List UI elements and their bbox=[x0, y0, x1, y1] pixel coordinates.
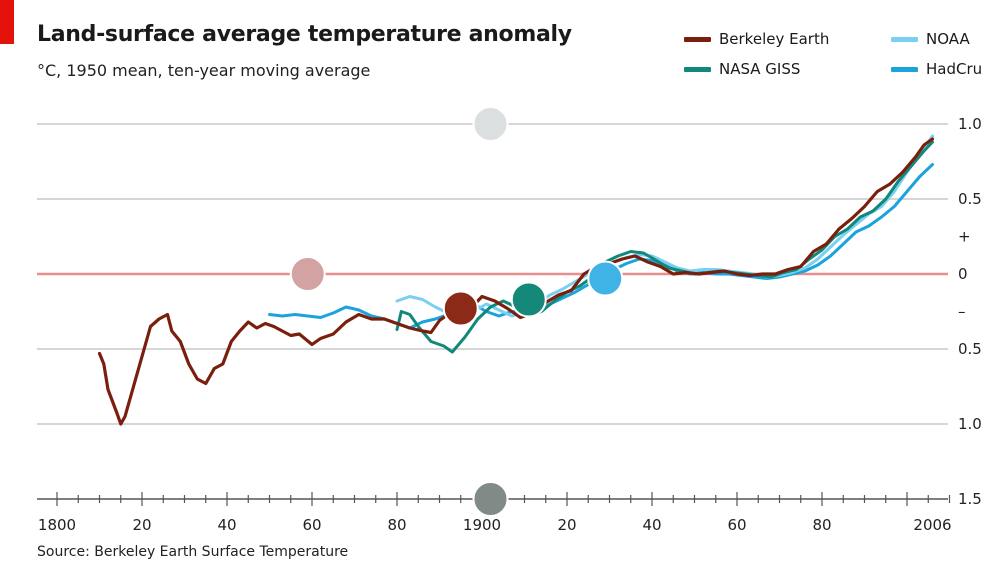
legend-label-nasa: NASA GISS bbox=[719, 60, 801, 78]
x-tick-label: 2006 bbox=[913, 516, 951, 534]
legend-label-noaa: NOAA bbox=[926, 30, 970, 48]
x-tick-label: 20 bbox=[557, 516, 576, 534]
y-tick-label: 0.5 bbox=[958, 340, 982, 358]
x-tick-label: 40 bbox=[642, 516, 661, 534]
series-line-nasa-giss bbox=[395, 140, 934, 354]
circle-marker bbox=[289, 256, 326, 292]
x-axis-layer: 1.0 0.5 +0 – 0.5 1.0 1.5 1800 20 40 60 80 1900 20 40 60… bbox=[37, 115, 982, 534]
x-tick-label: 20 bbox=[132, 516, 151, 534]
series-line-berkeley-earth bbox=[97, 137, 935, 426]
circle-marker bbox=[442, 290, 479, 327]
y-tick-label: – bbox=[958, 303, 966, 321]
legend-item-berkeley: Berkeley Earth bbox=[684, 30, 829, 48]
y-tick-label: 1.5 bbox=[958, 490, 982, 508]
y-tick-label: 1.0 bbox=[958, 415, 982, 433]
circle-marker bbox=[472, 481, 509, 517]
legend-swatch-noaa bbox=[891, 36, 918, 42]
legend-item-noaa: NOAA bbox=[891, 30, 970, 48]
x-tick-label: 60 bbox=[727, 516, 746, 534]
circle-marker bbox=[472, 106, 509, 142]
legend-swatch-nasa bbox=[684, 66, 711, 72]
legend-label-berkeley: Berkeley Earth bbox=[719, 30, 830, 48]
x-tick-label: 1800 bbox=[38, 516, 76, 534]
legend-swatch-berkeley bbox=[684, 36, 711, 42]
y-tick-label: 0.5 bbox=[958, 190, 982, 208]
x-tick-label: 60 bbox=[302, 516, 321, 534]
chart-title: Land-surface average temperature anomaly bbox=[37, 22, 572, 47]
series-line-noaa bbox=[395, 134, 934, 321]
x-tick-label: 80 bbox=[387, 516, 406, 534]
legend-label-hadcru: HadCru bbox=[926, 60, 983, 78]
chart-subtitle: °C, 1950 mean, ten-year moving average bbox=[37, 61, 371, 80]
legend-item-nasa: NASA GISS bbox=[684, 60, 800, 78]
legend-swatch-hadcru bbox=[891, 66, 918, 72]
legend-item-hadcru: HadCru bbox=[891, 60, 982, 78]
y-tick-label: 0 bbox=[958, 265, 968, 283]
x-tick-label: 80 bbox=[812, 516, 831, 534]
circle-marker bbox=[510, 281, 547, 318]
y-tick-label: 1.0 bbox=[958, 115, 982, 133]
brand-red-tab bbox=[0, 0, 14, 44]
x-tick-label: 40 bbox=[217, 516, 236, 534]
marker-layer bbox=[289, 106, 624, 517]
y-tick-label: + bbox=[958, 228, 971, 246]
series-layer bbox=[97, 134, 935, 426]
circle-marker bbox=[587, 260, 624, 297]
source-note: Source: Berkeley Earth Surface Temperatu… bbox=[37, 544, 349, 560]
x-tick-label: 1900 bbox=[463, 516, 501, 534]
